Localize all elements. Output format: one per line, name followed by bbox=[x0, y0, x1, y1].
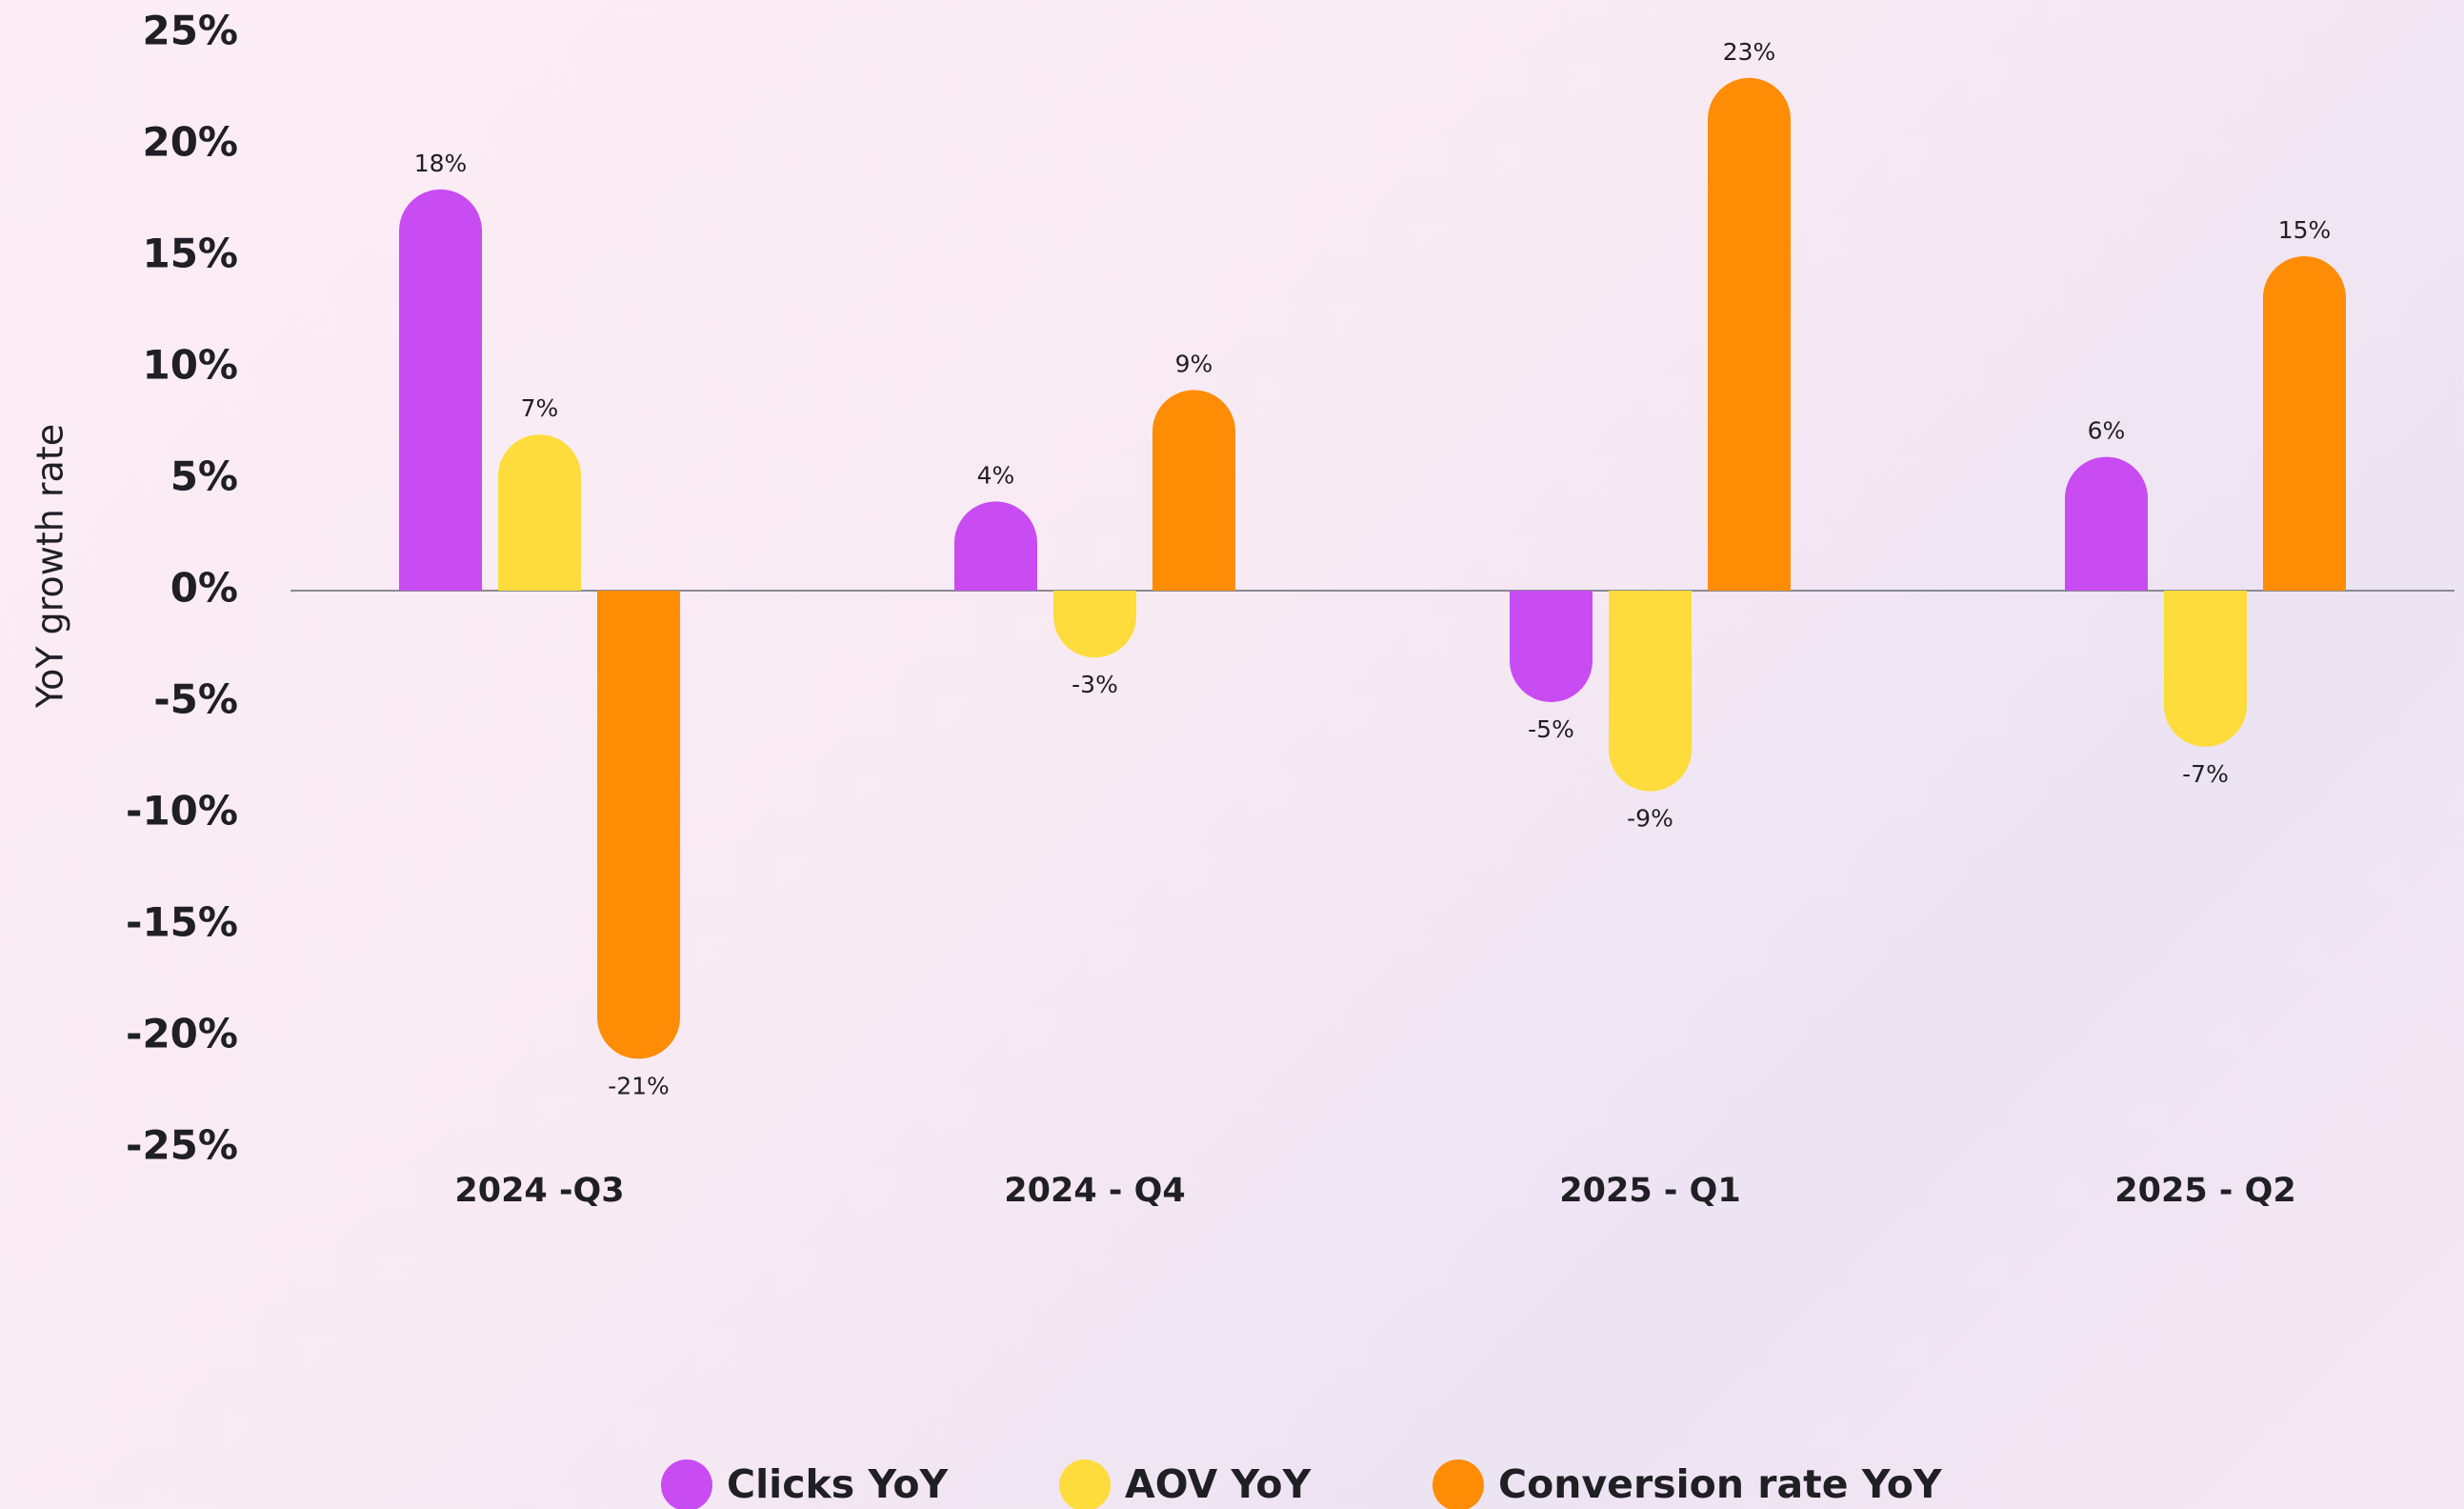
y-tick-label: -10% bbox=[126, 788, 238, 835]
data-label: -21% bbox=[608, 1072, 670, 1099]
legend-label: Clicks YoY bbox=[727, 1461, 950, 1507]
y-axis-title: YoY growth rate bbox=[30, 424, 71, 709]
bar bbox=[2263, 256, 2346, 591]
data-label: 15% bbox=[2278, 216, 2332, 244]
legend-swatch bbox=[1432, 1459, 1484, 1509]
data-label: 4% bbox=[977, 461, 1015, 489]
bar bbox=[2164, 591, 2247, 747]
legend-swatch bbox=[661, 1459, 712, 1509]
data-label: 23% bbox=[1723, 38, 1776, 66]
y-tick-label: 5% bbox=[170, 453, 238, 500]
bar bbox=[1510, 591, 1593, 702]
y-tick-label: 0% bbox=[170, 565, 238, 612]
y-tick-label: 20% bbox=[142, 119, 238, 166]
bar bbox=[1708, 77, 1791, 592]
bar bbox=[2065, 456, 2148, 591]
data-label: -7% bbox=[2182, 760, 2229, 788]
data-label: 18% bbox=[414, 150, 468, 177]
bar bbox=[1152, 390, 1235, 591]
x-tick-label: 2025 - Q1 bbox=[1559, 1172, 1740, 1210]
y-tick-label: -20% bbox=[126, 1011, 238, 1057]
bar bbox=[954, 501, 1037, 591]
data-label: -9% bbox=[1627, 805, 1673, 833]
legend-label: AOV YoY bbox=[1125, 1461, 1312, 1507]
y-tick-label: 15% bbox=[142, 231, 238, 277]
bar bbox=[1609, 591, 1692, 792]
bar bbox=[399, 189, 482, 592]
y-tick-label: 10% bbox=[142, 342, 238, 389]
data-label: 7% bbox=[521, 394, 559, 422]
bar bbox=[498, 434, 581, 591]
y-tick-label: -25% bbox=[126, 1122, 238, 1169]
x-tick-label: 2024 -Q3 bbox=[454, 1172, 624, 1210]
legend-label: Conversion rate YoY bbox=[1498, 1461, 1943, 1507]
data-label: 9% bbox=[1175, 350, 1213, 377]
x-tick-label: 2024 - Q4 bbox=[1004, 1172, 1185, 1210]
data-label: 6% bbox=[2088, 417, 2126, 445]
y-tick-label: -5% bbox=[153, 676, 238, 723]
bar bbox=[1053, 591, 1136, 658]
legend-swatch bbox=[1059, 1459, 1111, 1509]
y-tick-label: -15% bbox=[126, 899, 238, 946]
data-label: -5% bbox=[1528, 715, 1574, 743]
bar bbox=[597, 591, 680, 1059]
y-tick-label: 25% bbox=[142, 8, 238, 54]
data-label: -3% bbox=[1072, 671, 1118, 698]
x-tick-label: 2025 - Q2 bbox=[2114, 1172, 2295, 1210]
